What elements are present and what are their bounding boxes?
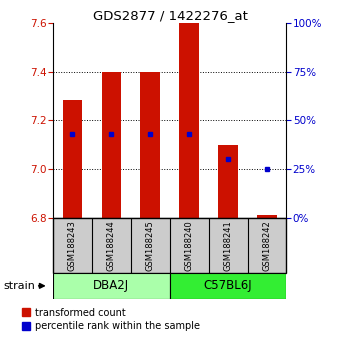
Bar [92, 218, 131, 273]
Text: C57BL6J: C57BL6J [204, 279, 252, 292]
Text: GSM188242: GSM188242 [263, 220, 271, 270]
Bar [179, 23, 199, 218]
Text: GSM188244: GSM188244 [107, 220, 116, 270]
Bar [257, 215, 277, 218]
Text: DBA2J: DBA2J [93, 279, 129, 292]
Bar [53, 218, 92, 273]
Text: GSM188243: GSM188243 [68, 220, 77, 270]
Text: GSM188240: GSM188240 [184, 220, 194, 270]
Bar [209, 218, 248, 273]
Legend: transformed count, percentile rank within the sample: transformed count, percentile rank withi… [22, 308, 199, 331]
Bar [131, 218, 169, 273]
Bar [102, 72, 121, 218]
Bar [140, 72, 160, 218]
Text: GDS2877 / 1422276_at: GDS2877 / 1422276_at [93, 9, 248, 22]
Bar [53, 273, 169, 299]
Bar [63, 100, 82, 218]
Bar [218, 145, 238, 218]
Bar [248, 218, 286, 273]
Text: GSM188245: GSM188245 [146, 220, 155, 270]
Text: GSM188241: GSM188241 [224, 220, 233, 270]
Text: strain: strain [3, 281, 35, 291]
Bar [169, 218, 209, 273]
Bar [169, 273, 286, 299]
